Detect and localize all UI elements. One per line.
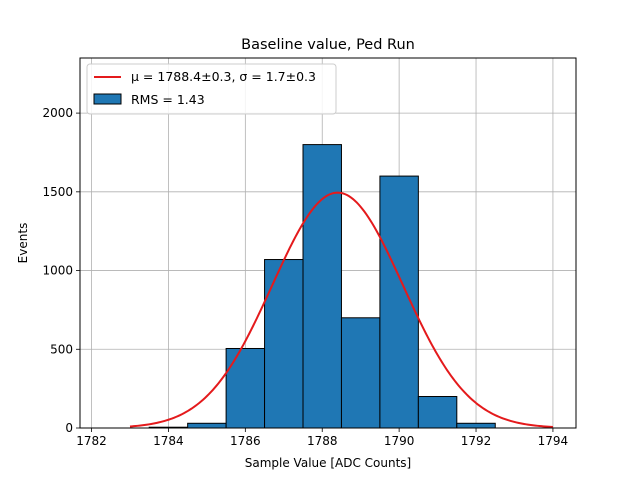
y-axis-label: Events — [16, 223, 30, 264]
x-tick-label: 1788 — [307, 434, 338, 448]
x-tick-label: 1782 — [76, 434, 107, 448]
legend-hist-swatch — [93, 93, 122, 105]
fit-curve-group — [129, 191, 553, 428]
histogram-bar — [187, 422, 227, 429]
axis-ticks: 1782 1784 1786 1788 1790 1792 1794 0 500 1000 1500… — [42, 106, 568, 448]
x-tick-label: 1790 — [384, 434, 415, 448]
histogram-bar — [340, 317, 381, 429]
legend-hist-label: RMS = 1.43 — [131, 92, 205, 107]
x-axis-label: Sample Value [ADC Counts] — [245, 456, 411, 470]
gaussian-fit-curve — [129, 191, 553, 428]
x-tick-label: 1792 — [461, 434, 492, 448]
y-tick-label: 0 — [65, 421, 73, 435]
y-tick-label: 500 — [50, 342, 73, 356]
y-tick-label: 1500 — [42, 185, 73, 199]
plot-frame — [79, 57, 577, 429]
x-tick-label: 1784 — [153, 434, 184, 448]
legend: μ = 1788.4±0.3, σ = 1.7±0.3 RMS = 1.43 — [86, 63, 337, 115]
y-tick-label: 2000 — [42, 106, 73, 120]
chart-title: Baseline value, Ped Run — [241, 37, 415, 53]
y-tick-label: 1000 — [42, 264, 73, 278]
histogram-bar — [225, 347, 266, 429]
x-tick-label: 1794 — [538, 434, 569, 448]
histogram-bar — [379, 175, 419, 429]
legend-fit-label: μ = 1788.4±0.3, σ = 1.7±0.3 — [131, 69, 316, 84]
histogram-bar — [302, 144, 342, 429]
legend-box — [86, 63, 337, 115]
histogram-bar — [456, 422, 496, 429]
histogram-bar — [264, 259, 304, 429]
x-tick-label: 1786 — [230, 434, 261, 448]
histogram-bar — [417, 396, 458, 429]
